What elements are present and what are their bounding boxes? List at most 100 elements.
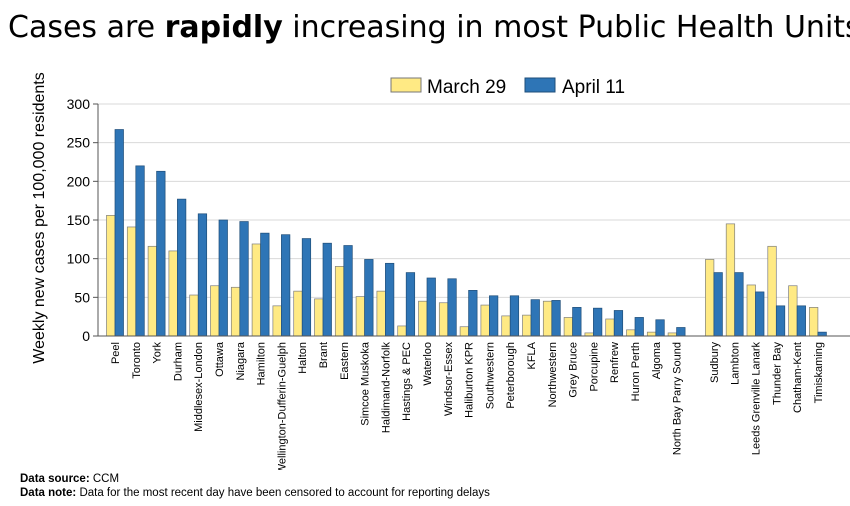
bar-march-29 bbox=[126, 226, 137, 337]
bar-april-11 bbox=[239, 221, 249, 337]
y-axis: 0 50 100 150 200 250 300 bbox=[67, 96, 99, 344]
y-tick-label: 50 bbox=[74, 289, 90, 305]
bar-april-11 bbox=[281, 234, 291, 337]
x-tick-label: Thunder Bay bbox=[771, 342, 783, 405]
bar-april-11 bbox=[613, 310, 624, 337]
data-note: Data note: Data for the most recent day … bbox=[20, 487, 490, 499]
x-tick-label: Haldimand-Norfolk bbox=[380, 342, 392, 434]
bar-march-29 bbox=[626, 329, 636, 337]
bar-march-29 bbox=[563, 317, 573, 337]
bar-march-29 bbox=[646, 331, 657, 337]
legend-swatch-april bbox=[524, 77, 556, 93]
bar-march-29 bbox=[230, 286, 241, 337]
bar-april-11 bbox=[634, 317, 644, 337]
bar-march-29 bbox=[480, 304, 490, 337]
x-tick-label: Huron Perth bbox=[630, 342, 642, 401]
x-tick-label: Hamilton bbox=[256, 342, 268, 385]
legend-label-march: March 29 bbox=[427, 77, 506, 98]
x-tick-label: Timiskaming bbox=[813, 342, 825, 403]
bar-march-29 bbox=[272, 305, 282, 337]
bar-april-11 bbox=[426, 277, 436, 337]
x-tick-label: Simcoe Muskoka bbox=[360, 341, 372, 426]
bar-april-11 bbox=[775, 305, 786, 337]
bar-april-11 bbox=[593, 307, 603, 337]
bar-april-11 bbox=[817, 331, 827, 337]
source-value: CCM bbox=[92, 473, 120, 485]
x-tick-label: Hastings & PEC bbox=[401, 342, 413, 421]
bar-april-11 bbox=[734, 272, 744, 337]
bar-march-29 bbox=[397, 325, 407, 337]
x-tick-label: Southwestern bbox=[484, 342, 496, 409]
x-tick-label: Windsor-Essex bbox=[443, 342, 455, 416]
x-tick-label: Peel bbox=[110, 342, 122, 364]
legend-swatch-march bbox=[390, 77, 422, 93]
legend: March 29 April 11 bbox=[390, 77, 625, 98]
x-tick-label: Renfrew bbox=[609, 342, 621, 383]
bar-march-29 bbox=[746, 284, 756, 337]
x-tick-label: Lambton bbox=[730, 342, 742, 385]
bar-march-29 bbox=[788, 285, 798, 337]
bar-march-29 bbox=[334, 266, 345, 337]
title-pre: Cases are bbox=[8, 10, 165, 45]
y-tick-label: 250 bbox=[67, 135, 91, 151]
bar-april-11 bbox=[218, 219, 228, 337]
x-tick-label: Brant bbox=[318, 342, 330, 368]
bar-april-11 bbox=[676, 327, 686, 337]
bar-march-29 bbox=[542, 300, 553, 337]
bar-march-29 bbox=[251, 243, 261, 337]
y-tick-label: 0 bbox=[82, 328, 90, 344]
x-tick-label: Toronto bbox=[131, 342, 143, 379]
bar-march-29 bbox=[147, 245, 157, 337]
bar-april-11 bbox=[114, 129, 124, 337]
bar-march-29 bbox=[725, 223, 736, 337]
bar-march-29 bbox=[501, 315, 511, 337]
bar-march-29 bbox=[376, 290, 386, 337]
bar-april-11 bbox=[551, 300, 561, 337]
y-axis-label: Weekly new cases per 100,000 residents bbox=[31, 72, 48, 363]
bar-march-29 bbox=[809, 307, 819, 337]
grid-lines bbox=[98, 103, 850, 298]
x-tick-label: York bbox=[152, 342, 164, 364]
x-tick-label: Durham bbox=[172, 342, 184, 381]
bars bbox=[106, 129, 827, 337]
bar-april-11 bbox=[364, 259, 374, 337]
bar-april-11 bbox=[385, 262, 395, 337]
x-tick-label: Algoma bbox=[651, 341, 663, 379]
bar-march-29 bbox=[210, 285, 220, 337]
y-tick-label: 150 bbox=[67, 212, 91, 228]
y-tick-label: 300 bbox=[67, 96, 91, 112]
bar-april-11 bbox=[489, 295, 499, 337]
legend-label-april: April 11 bbox=[562, 77, 625, 98]
x-tick-label: Grey Bruce bbox=[568, 342, 580, 398]
x-tick-label: Eastern bbox=[339, 342, 351, 380]
bar-april-11 bbox=[796, 305, 806, 337]
title-bold: rapidly bbox=[164, 10, 283, 45]
x-tick-label: Wellington-Dufferin-Guelph bbox=[276, 342, 288, 470]
bar-april-11 bbox=[468, 290, 478, 337]
x-tick-label: Leeds Grenville Lanark bbox=[751, 342, 763, 456]
bar-april-11 bbox=[156, 170, 166, 337]
title-post: increasing in most Public Health Units bbox=[282, 10, 850, 45]
bar-march-29 bbox=[355, 296, 365, 337]
bar-march-29 bbox=[438, 302, 449, 337]
bar-april-11 bbox=[197, 213, 208, 337]
x-tick-label: North Bay Parry Sound bbox=[672, 342, 684, 455]
bar-march-29 bbox=[418, 300, 428, 337]
bar-april-11 bbox=[655, 319, 665, 337]
x-axis: Peel Toronto York Durham Middlesex-London Ott… bbox=[98, 335, 850, 470]
bar-april-11 bbox=[135, 165, 145, 337]
y-tick-label: 100 bbox=[67, 251, 91, 267]
note-label: Data note: bbox=[20, 487, 77, 499]
bar-march-29 bbox=[459, 326, 469, 337]
x-tick-label: Haliburton KPR bbox=[464, 342, 476, 418]
bar-april-11 bbox=[260, 232, 270, 337]
bar-april-11 bbox=[447, 278, 457, 337]
x-tick-label: Chatham-Kent bbox=[792, 342, 804, 413]
bar-march-29 bbox=[314, 298, 324, 337]
bar-chart: 0 50 100 150 200 250 300 Peel Toronto York Durham… bbox=[31, 72, 850, 470]
bar-april-11 bbox=[509, 295, 520, 337]
bar-april-11 bbox=[530, 299, 540, 337]
y-tick-label: 200 bbox=[67, 173, 91, 189]
bar-april-11 bbox=[343, 245, 353, 337]
source-label: Data source: bbox=[20, 473, 90, 485]
